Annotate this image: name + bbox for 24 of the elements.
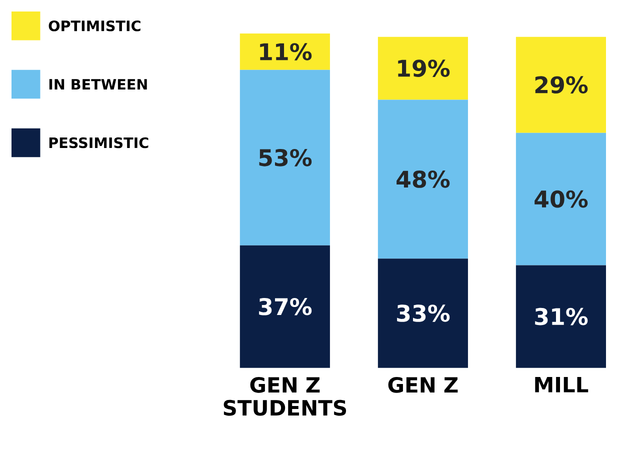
bar <box>378 258 468 368</box>
bar <box>378 100 468 259</box>
data-label: 33% <box>397 304 450 322</box>
data-label: 11% <box>260 43 312 61</box>
data-label: 31% <box>535 308 588 326</box>
bar <box>378 37 468 100</box>
legend-label: IN BETWEEN <box>49 79 147 90</box>
x-tick-label: MILL <box>535 377 588 392</box>
data-label: 29% <box>535 76 588 94</box>
data-label: 19% <box>398 60 450 78</box>
bar <box>516 265 606 368</box>
bar <box>240 34 330 70</box>
bar <box>240 246 330 368</box>
data-label: 40% <box>534 190 588 208</box>
data-label: 53% <box>259 149 312 166</box>
x-tick-label: GEN Z STUDENTS <box>224 377 346 416</box>
x-tick-label: GEN Z <box>388 377 458 394</box>
legend-label: OPTIMISTIC <box>48 20 140 32</box>
data-label: 48% <box>396 170 450 188</box>
legend-label: PESSIMISTIC <box>49 137 148 148</box>
data-label: 37% <box>259 298 312 316</box>
bar <box>516 133 606 266</box>
bar <box>516 37 606 134</box>
bar <box>240 70 330 246</box>
